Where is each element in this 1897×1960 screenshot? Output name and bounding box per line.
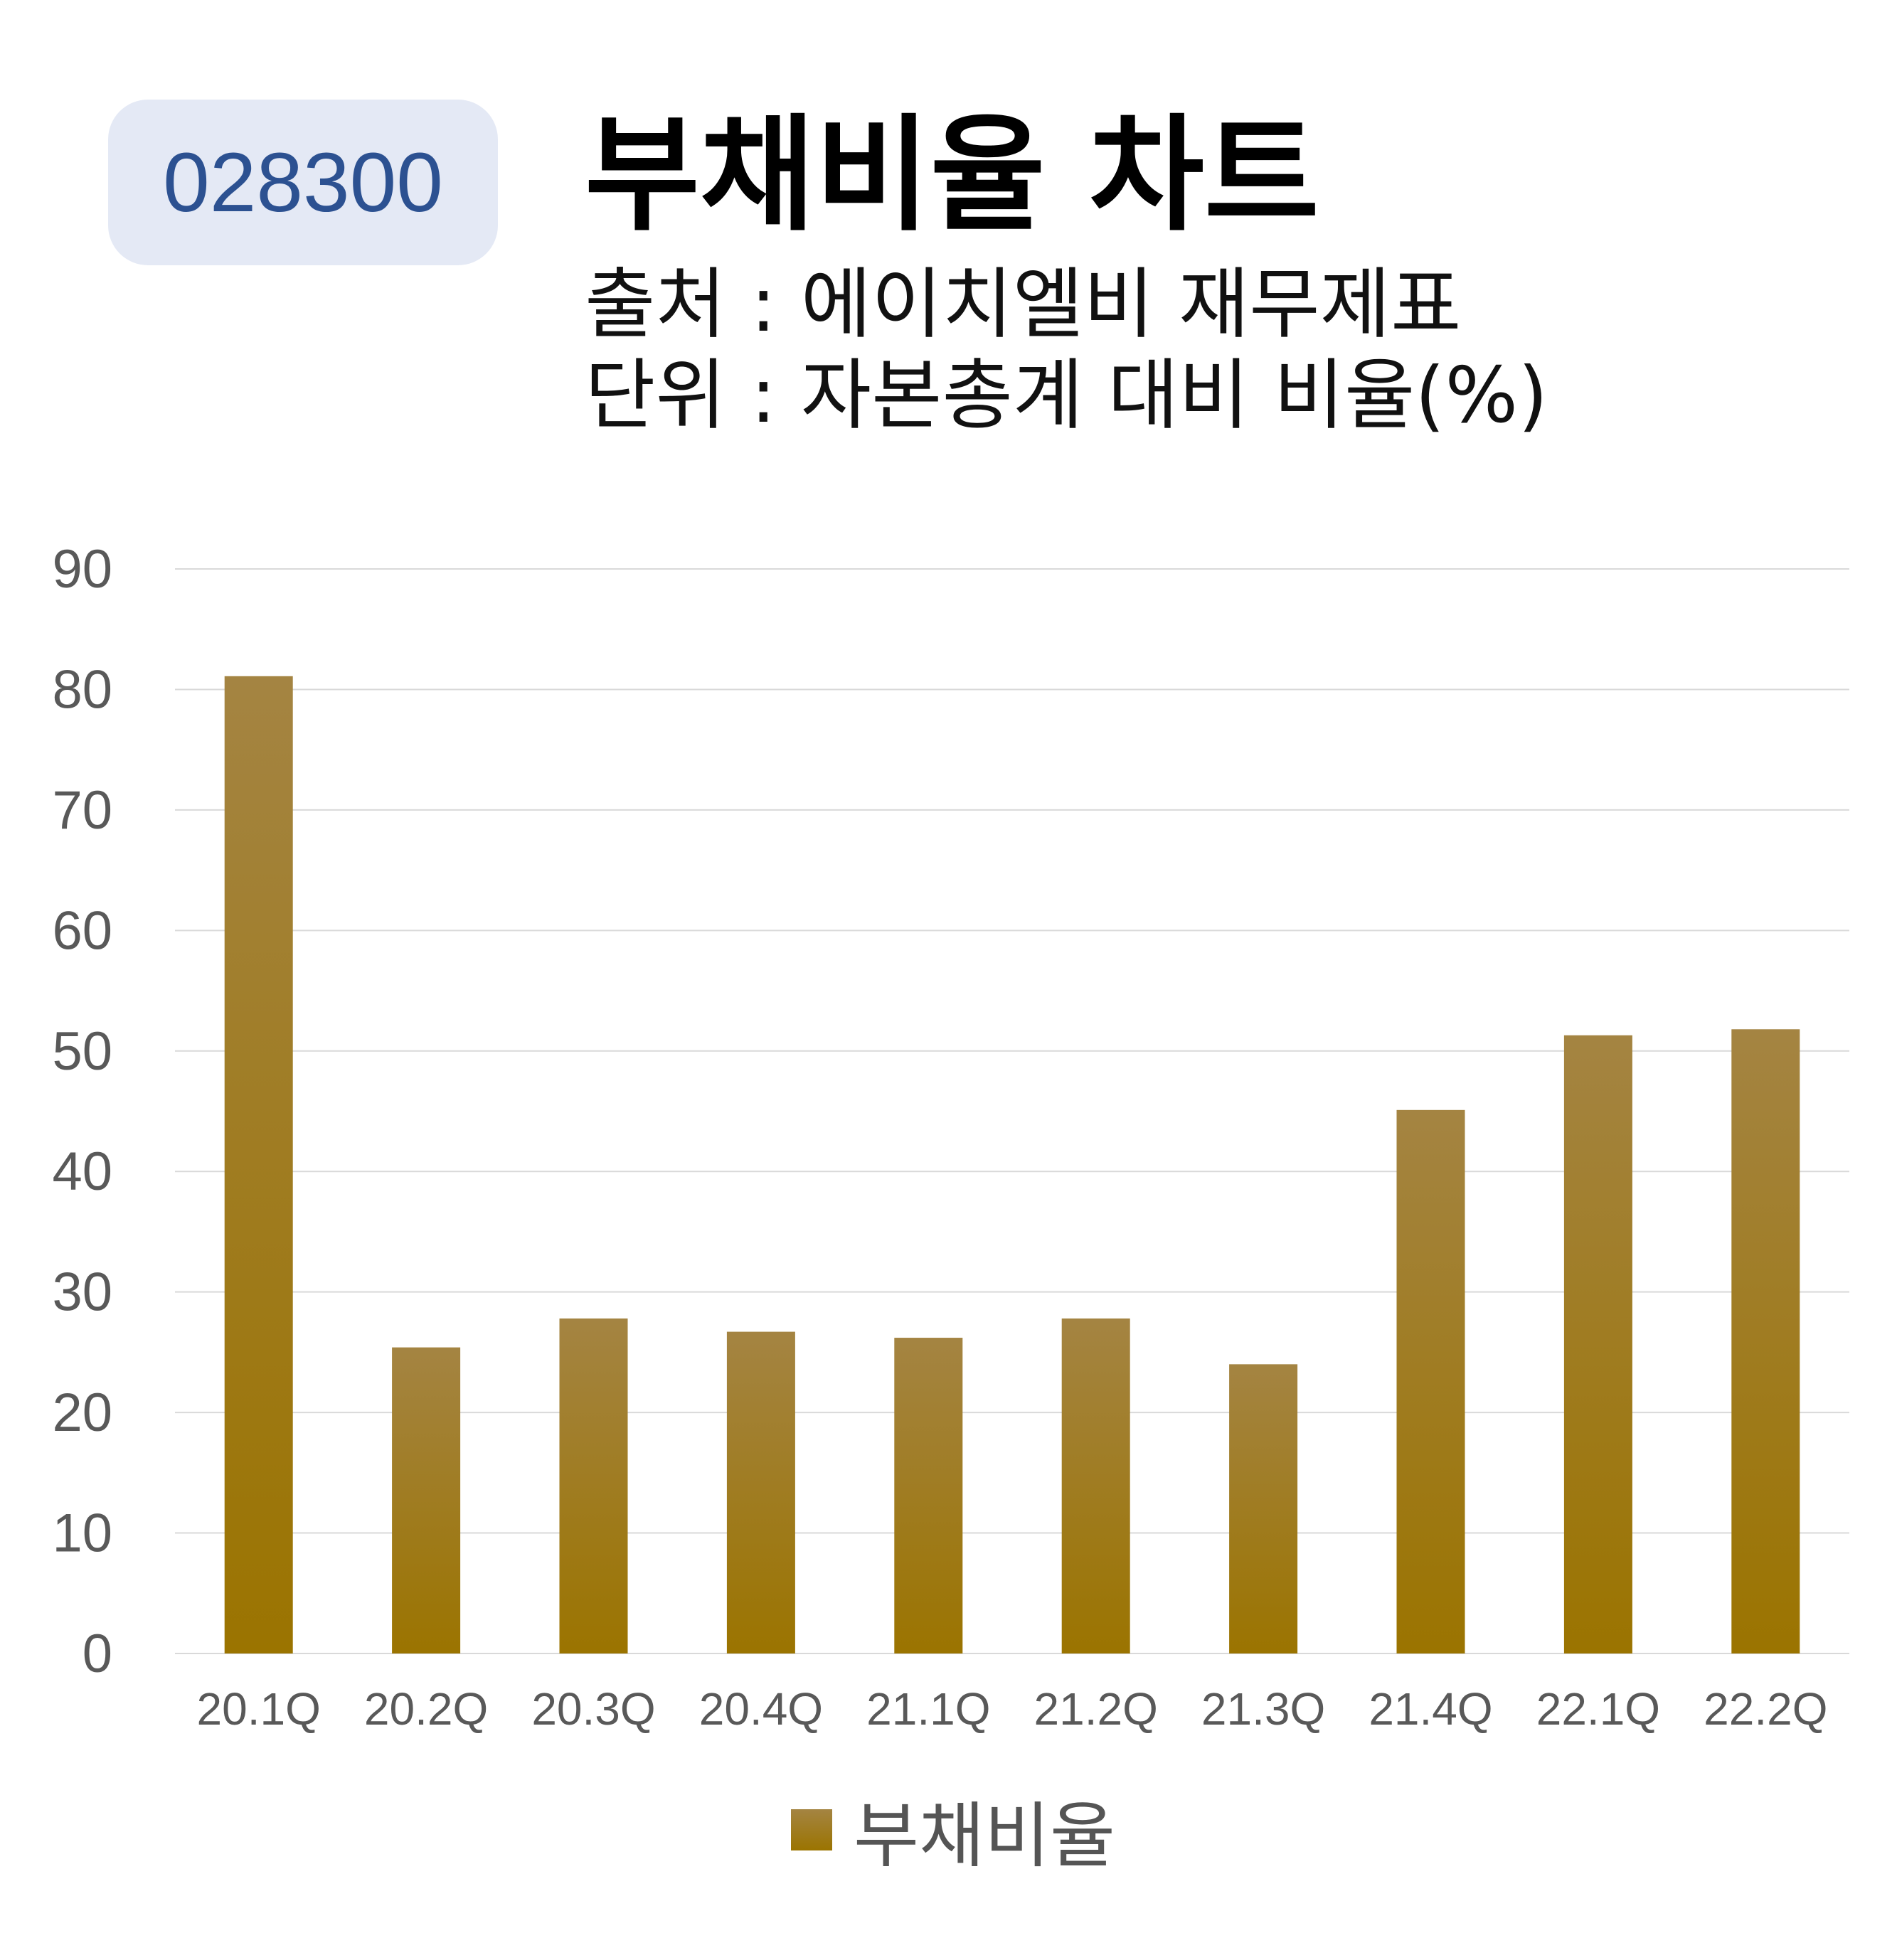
x-tick-label: 20.2Q bbox=[364, 1683, 488, 1735]
bar-chart: 0 10 20 30 40 50 60 70 80 90 20.1Q 20.2Q 20.3Q 20.4Q… bbox=[52, 539, 1849, 1735]
bar-20.3Q bbox=[559, 1318, 628, 1653]
x-tick-label: 21.2Q bbox=[1034, 1683, 1158, 1735]
bar-21.2Q bbox=[1061, 1318, 1130, 1653]
bar-21.4Q bbox=[1396, 1109, 1465, 1653]
chart-title: 부채비율 차트 bbox=[585, 102, 1319, 248]
y-tick-label: 60 bbox=[52, 900, 112, 961]
bar-22.1Q bbox=[1563, 1035, 1632, 1653]
y-tick-label: 10 bbox=[52, 1503, 112, 1564]
y-tick-label: 30 bbox=[52, 1262, 112, 1323]
bar-22.2Q bbox=[1731, 1029, 1800, 1653]
legend-label: 부채비율 bbox=[854, 1794, 1115, 1878]
x-tick-label: 20.3Q bbox=[531, 1683, 655, 1735]
y-tick-label: 0 bbox=[83, 1624, 112, 1684]
bar-20.1Q bbox=[224, 676, 293, 1653]
stock-code: 028300 bbox=[163, 135, 443, 230]
bar-20.4Q bbox=[726, 1331, 795, 1653]
x-tick-label: 21.1Q bbox=[866, 1683, 990, 1735]
x-tick-label: 22.1Q bbox=[1536, 1683, 1660, 1735]
bar-21.1Q bbox=[894, 1338, 963, 1653]
y-tick-label: 70 bbox=[52, 780, 112, 841]
source-note: 출처 : 에이치엘비 재무제표 bbox=[585, 260, 1462, 349]
bar-20.2Q bbox=[392, 1347, 461, 1653]
legend: 부채비율 bbox=[791, 1778, 1115, 1881]
y-tick-label: 50 bbox=[52, 1021, 112, 1082]
bars bbox=[224, 676, 1800, 1653]
stock-code-badge: 028300 bbox=[108, 100, 498, 265]
x-tick-label: 21.4Q bbox=[1369, 1683, 1492, 1735]
unit-note: 단위 : 자본총계 대비 비율(%) bbox=[585, 351, 1548, 440]
bar-21.3Q bbox=[1229, 1364, 1298, 1653]
y-tick-label: 20 bbox=[52, 1383, 112, 1443]
x-axis-ticks: 20.1Q 20.2Q 20.3Q 20.4Q 21.1Q 21.2Q 21.3Q 21.4Q… bbox=[197, 1683, 1828, 1735]
legend-swatch bbox=[791, 1809, 832, 1850]
x-tick-label: 20.1Q bbox=[197, 1683, 321, 1735]
y-tick-label: 80 bbox=[52, 659, 112, 720]
y-tick-label: 40 bbox=[52, 1141, 112, 1202]
y-tick-label: 90 bbox=[52, 539, 112, 600]
x-tick-label: 20.4Q bbox=[699, 1683, 823, 1735]
x-tick-label: 21.3Q bbox=[1201, 1683, 1325, 1735]
y-axis-ticks: 0 10 20 30 40 50 60 70 80 90 bbox=[52, 539, 112, 1684]
x-tick-label: 22.2Q bbox=[1704, 1683, 1827, 1735]
